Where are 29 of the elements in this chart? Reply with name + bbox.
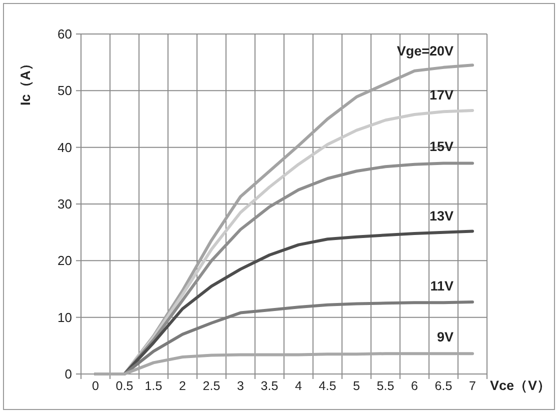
y-tick-label: 50: [58, 83, 72, 98]
y-tick-label: 60: [58, 26, 72, 42]
x-tick-label: 5: [353, 379, 360, 393]
x-tick-label: 2.5: [202, 379, 220, 393]
x-tick-label: 2: [179, 379, 186, 393]
x-tick-label: 4: [295, 379, 302, 393]
series-label: 15V: [429, 139, 454, 154]
x-tick-label: 6.5: [434, 379, 452, 393]
y-tick-label: 10: [58, 310, 72, 325]
x-tick-label: 4.5: [318, 379, 336, 393]
y-tick-label: 0: [64, 366, 72, 382]
x-tick-label: 0.5: [116, 379, 134, 393]
series-label: 17V: [429, 88, 454, 103]
x-tick-label: 1.5: [144, 379, 162, 393]
y-tick-label: 40: [58, 140, 72, 155]
x-tick-label: 3.5: [260, 379, 278, 393]
series-label: 11V: [430, 278, 454, 294]
x-tick-label: 5.5: [376, 379, 394, 393]
series-label: 9V: [436, 330, 454, 345]
series-label: 13V: [429, 208, 454, 224]
x-tick-label: 7: [469, 379, 476, 393]
series-label: Vge=20V: [396, 43, 454, 58]
x-tick-label: 0: [92, 379, 100, 393]
x-tick-label: 3: [237, 379, 244, 393]
y-tick-label: 20: [58, 253, 72, 268]
x-tick-label: 6: [411, 379, 418, 393]
x-axis-title: Vce（V）: [490, 378, 552, 393]
y-axis-title: Ic（A）: [18, 56, 33, 106]
y-tick-label: 30: [58, 196, 72, 212]
